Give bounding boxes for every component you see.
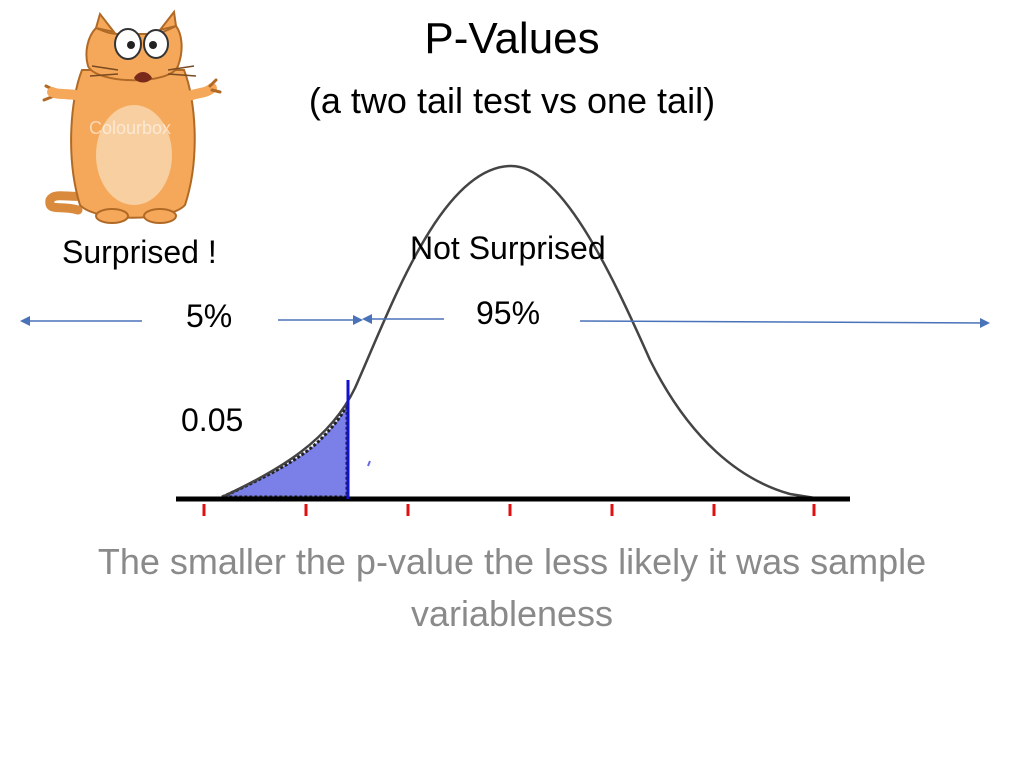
region-arrows [20, 314, 990, 328]
right-region-arrow-outer [579, 317, 990, 328]
p-value-label: 0.05 [181, 402, 244, 438]
right-percent-label: 95% [476, 295, 541, 331]
axis-ticks [202, 504, 816, 516]
slide-caption: The smaller the p-value the less likely … [97, 541, 927, 634]
left-percent-label: 5% [186, 298, 233, 334]
slide-subtitle: (a two tail test vs one tail) [308, 80, 716, 121]
watermark-text: Colourbox [89, 118, 171, 138]
stray-mark [367, 460, 371, 467]
not-surprised-label: Not Surprised [410, 230, 606, 266]
surprised-label: Surprised ! [62, 234, 217, 270]
slide-title: P-Values [424, 14, 600, 63]
scared-cat-icon: Colourbox [42, 9, 222, 224]
normal-distribution-curve [221, 164, 816, 500]
